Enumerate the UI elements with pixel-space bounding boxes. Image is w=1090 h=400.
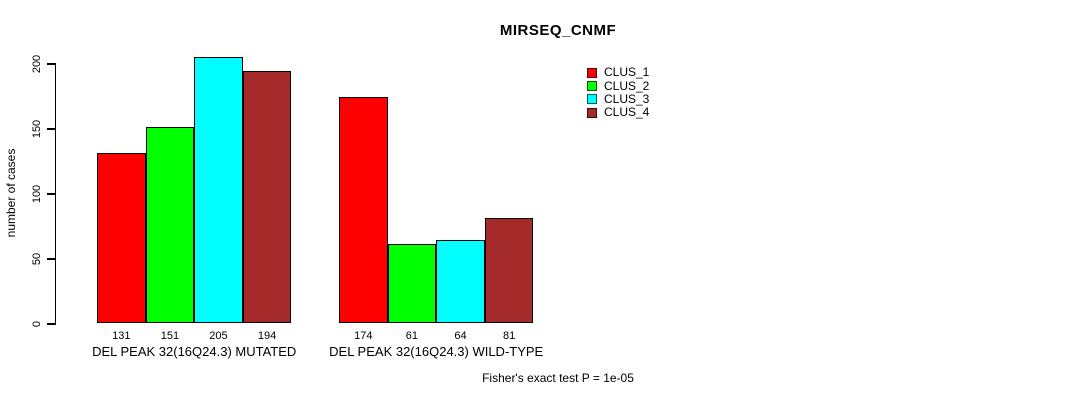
legend-item-clus_1: CLUS_1	[587, 66, 649, 79]
legend-label: CLUS_2	[604, 78, 650, 93]
y-tick-label: 200	[31, 54, 43, 74]
bar-clus_3-group2	[436, 239, 485, 323]
bar-value-label: 194	[257, 330, 277, 342]
bar-clus_2-group1	[145, 126, 195, 323]
y-tick-label: 100	[31, 184, 43, 204]
bar-value-label: 81	[502, 330, 516, 342]
y-axis-tick	[46, 128, 55, 130]
legend: CLUS_1 CLUS_2 CLUS_3 CLUS_4	[587, 66, 649, 120]
annotation-text: Fisher's exact test P = 1e-05	[482, 371, 634, 385]
legend-label: CLUS_3	[604, 91, 650, 106]
legend-swatch-clus_4	[587, 107, 597, 118]
bar-clus_4-group1	[242, 70, 292, 323]
legend-item-clus_3: CLUS_3	[587, 91, 650, 106]
chart-title: MIRSEQ_CNMF	[499, 22, 617, 39]
y-axis-tick	[46, 193, 55, 195]
legend-swatch-clus_3	[587, 94, 597, 105]
y-axis-tick	[46, 258, 55, 260]
legend-swatch-clus_1	[587, 67, 597, 78]
y-axis-line	[54, 63, 56, 325]
bar-value-label: 61	[405, 330, 419, 342]
x-category-label: DEL PEAK 32(16Q24.3) MUTATED	[92, 344, 297, 359]
y-tick-label: 150	[31, 119, 43, 139]
legend-item-clus_2: CLUS_2	[587, 79, 649, 92]
x-category-label: DEL PEAK 32(16Q24.3) WILD-TYPE	[329, 344, 544, 359]
bar-clus_4-group2	[484, 217, 534, 323]
y-axis-tick	[46, 63, 55, 65]
y-axis-tick	[46, 323, 55, 325]
legend-item-clus_4: CLUS_4	[587, 106, 649, 119]
bar-value-label: 131	[112, 330, 131, 342]
y-tick-label: 50	[31, 252, 43, 266]
bar-clus_3-group1	[194, 56, 243, 323]
legend-label: CLUS_4	[604, 105, 650, 120]
bar-clus_2-group2	[387, 243, 437, 323]
bar-value-label: 64	[454, 330, 467, 342]
bar-value-label: 174	[354, 330, 373, 342]
bar-value-label: 151	[160, 330, 180, 342]
bar-clus_1-group1	[97, 152, 146, 323]
y-tick-label: 0	[31, 320, 43, 328]
bar-value-label: 205	[209, 330, 228, 342]
bar-clus_1-group2	[339, 96, 388, 323]
legend-swatch-clus_2	[587, 81, 597, 92]
legend-label: CLUS_1	[604, 65, 650, 80]
y-axis-label: number of cases	[4, 148, 18, 238]
